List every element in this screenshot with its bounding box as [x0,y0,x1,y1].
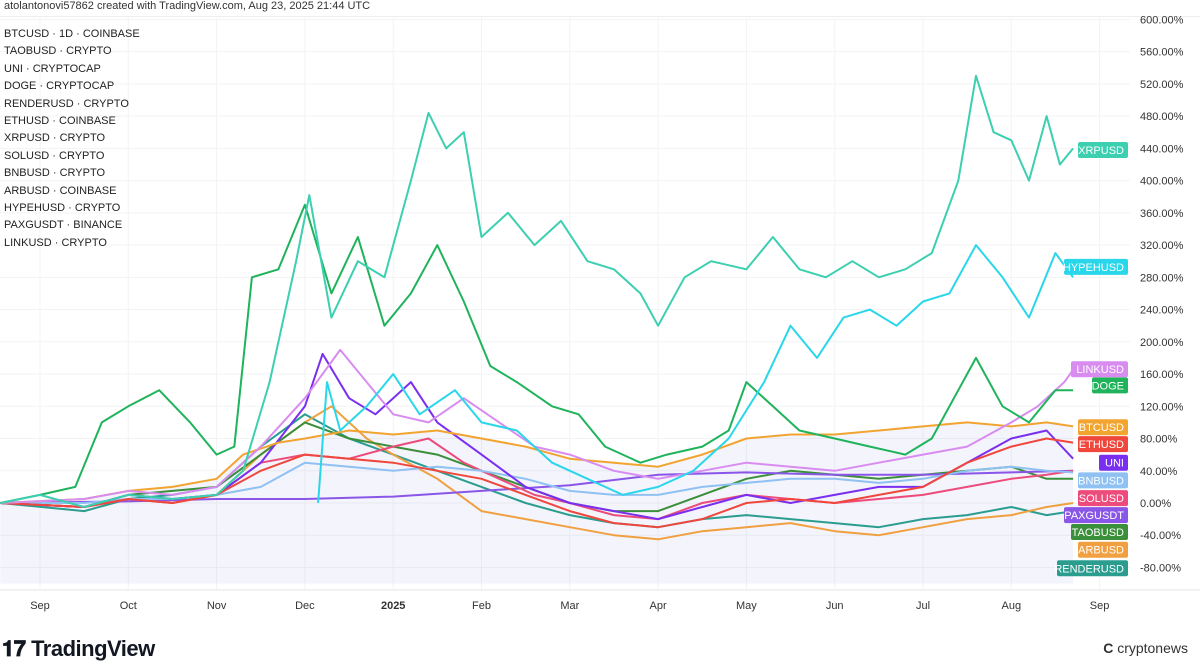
y-tick-label: 80.00% [1140,434,1178,446]
x-tick-label: Feb [472,600,491,612]
legend-item[interactable]: BTCUSD · 1D · COINBASE [4,28,140,40]
legend: BTCUSD · 1D · COINBASE TAOBUSD · CRYPTO UN… [4,26,140,252]
btc-area-fill [0,422,1074,584]
legend-item[interactable]: HYPEHUSD · CRYPTO [4,202,121,215]
series-tag-btcusd [1078,419,1128,436]
series-tag-bnbusd [1078,472,1128,489]
y-tick-label: 560.00% [1140,47,1184,59]
series-tag-linkusd [1071,361,1128,378]
x-tick-label: Sep [1090,600,1110,612]
series-tag-paxgusdt [1064,507,1128,524]
legend-item[interactable]: BNBUSD · CRYPTO [4,167,106,180]
chart-header: atolantonovi57862 created with TradingVi… [0,0,1200,17]
legend-item[interactable]: UNI · CRYPTOCAP [4,62,101,75]
series-tag-xrpusd [1078,141,1128,158]
series-lines [0,74,1074,541]
series-tag-label: XRPUSD [1078,145,1124,157]
series-tag-label: TAOBUSD [1072,527,1124,539]
legend-item[interactable]: SOLUSD · CRYPTO [4,149,105,162]
series-tag-label: HYPEHUSD [1063,262,1124,274]
y-tick-label: 440.00% [1140,143,1184,155]
x-tick-label: Jun [826,600,844,612]
series-line-xrpusd [0,74,1074,508]
y-tick-label: 320.00% [1140,240,1184,252]
y-tick-label: 280.00% [1140,272,1184,284]
series-tag-ethusd [1078,436,1128,453]
x-tick-label: May [736,600,757,612]
series-tag-solusd [1078,490,1128,507]
tradingview-logo-icon: 𝟏𝟕 [2,636,32,661]
legend-item[interactable]: RENDERUSD · CRYPTO [4,97,129,110]
series-line-hypehusd [317,244,1074,504]
legend-item[interactable]: ARBUSD · COINBASE [4,184,117,197]
series-tag-label: SOLUSD [1079,493,1124,505]
y-tick-label: 600.00% [1140,14,1184,26]
y-tick-label: 360.00% [1140,208,1184,220]
btc-area [0,422,1074,584]
y-tick-label: 120.00% [1140,401,1184,413]
y-tick-label: 400.00% [1140,176,1184,188]
series-tag-label: DOGE [1092,380,1124,392]
y-tick-label: 0.00% [1140,498,1171,510]
series-tag-label: ARBUSD [1078,545,1124,557]
series-tag-arbusd [1078,541,1128,558]
series-line-uni [0,352,1074,521]
series-tag-label: BTCUSD [1079,422,1124,434]
series-tag-renderusd [1057,560,1128,577]
y-tick-label: 480.00% [1140,111,1184,123]
x-tick-label: Sep [30,600,50,612]
y-tick-label: 200.00% [1140,337,1184,349]
y-axis-labels: 600.00% 560.00% 520.00% 480.00% 440.00% 400.0… [1140,14,1184,574]
cryptonews-logo: C cryptonews [1103,640,1188,656]
series-tag-label: RENDERUSD [1054,563,1124,575]
x-tick-label: Apr [650,600,667,612]
series-tag-taobusd [1071,524,1128,541]
series-tag-doge [1092,377,1128,394]
y-tick-label: 520.00% [1140,79,1184,91]
series-line-btcusd [0,421,1074,504]
y-tick-label: 40.00% [1140,466,1178,478]
series-tag-label: UNI [1105,458,1124,470]
x-tick-label: Jul [916,600,930,612]
y-tick-label: 160.00% [1140,369,1184,381]
x-tick-label: Mar [560,600,579,612]
series-tag-label: PAXGUSDT [1064,510,1124,522]
series-line-paxgusdt [0,469,1074,504]
series-tag-hypehusd [1064,258,1128,275]
legend-item[interactable]: PAXGUSDT · BINANCE [4,219,123,232]
legend-item[interactable]: LINKUSD · CRYPTO [4,236,107,249]
x-tick-label: Aug [1002,600,1022,612]
y-tick-label: 240.00% [1140,305,1184,317]
x-tick-label: Dec [295,600,315,612]
legend-item[interactable]: DOGE · CRYPTOCAP [4,80,115,93]
series-line-doge [0,203,1074,504]
x-tick-label: Oct [120,600,137,612]
series-tags: XRPUSD HYPEHUSD DOGE LINKUSD BTCUSD ETHUSD UNI… [1054,141,1128,577]
tradingview-logo[interactable]: 𝟏𝟕 TradingView [2,636,155,661]
legend-item[interactable]: XRPUSD · CRYPTO [4,132,106,145]
x-tick-label: 2025 [381,600,405,612]
x-tick-label: Nov [207,600,227,612]
series-tag-label: LINKUSD [1076,364,1124,376]
legend-item[interactable]: ETHUSD · COINBASE [4,115,116,128]
series-tag-label: ETHUSD [1079,439,1124,451]
series-tag-uni [1099,454,1128,471]
series-line-linkusd [0,348,1074,504]
cryptonews-logo-icon: C [1103,640,1118,656]
line-chart: 600.00% 560.00% 520.00% 480.00% 440.00% 400.0… [0,14,1200,612]
y-tick-label: -80.00% [1140,562,1181,574]
series-tag-label: BNBUSD [1078,475,1124,487]
legend-item[interactable]: TAOBUSD · CRYPTO [4,45,112,58]
x-axis-labels: Sep Oct Nov Dec 2025 Feb Mar Apr May Jun Jul Aug Sep [30,600,1109,612]
footer: 𝟏𝟕 TradingView C cryptonews [0,630,1200,672]
y-tick-label: -40.00% [1140,530,1181,542]
